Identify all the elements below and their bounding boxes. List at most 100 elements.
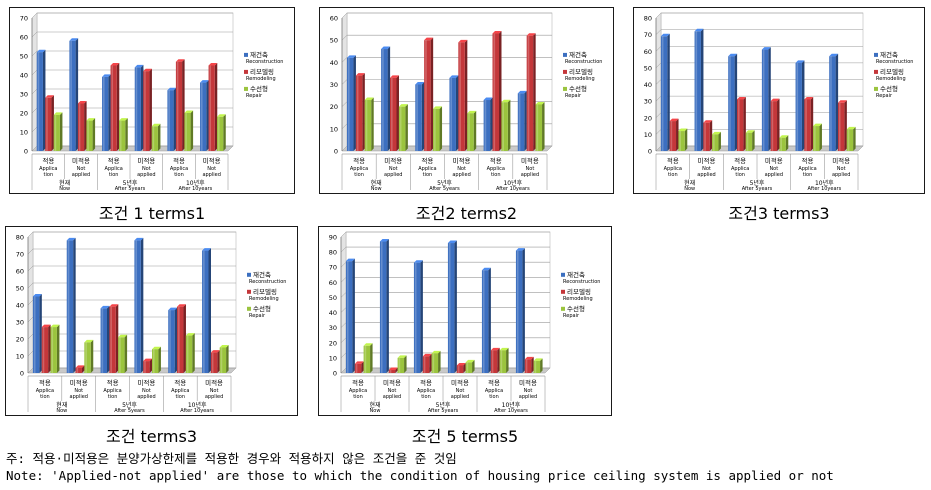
y-tick-label: 50 — [644, 64, 652, 72]
bar-series3-cat2 — [397, 355, 407, 373]
category-label: 미적용 — [698, 156, 716, 165]
legend-label: 리모델링 — [569, 67, 593, 76]
bar-series1-cat5 — [481, 267, 491, 373]
bar-series3-cat2 — [86, 118, 96, 151]
category-sublabel: Applica — [418, 166, 436, 172]
group-sublabel: Now — [56, 408, 67, 414]
category-label: 미적용 — [765, 156, 783, 165]
category-sublabel: Not — [526, 166, 535, 172]
legend-label: 수선형 — [880, 84, 898, 93]
category-sublabel: Applica — [170, 166, 188, 172]
bar-series2-cat5 — [177, 304, 186, 373]
y-tick-label: 10 — [329, 354, 337, 362]
category-sublabel: tion — [735, 172, 745, 178]
category-sublabel: Not — [388, 388, 397, 394]
y-tick-label: 60 — [330, 15, 338, 23]
legend-swatch — [247, 272, 251, 277]
legend-swatch — [247, 306, 251, 311]
bar-series2-cat2 — [390, 75, 399, 151]
category-sublabel: Not — [74, 388, 83, 394]
category-label: 적용 — [39, 379, 51, 387]
bar-series2-cat5 — [492, 31, 502, 152]
bar-series1-cat1 — [346, 55, 356, 151]
bar-series2-cat6 — [524, 356, 534, 373]
bar-series1-cat1 — [32, 294, 42, 373]
category-label: 적용 — [42, 157, 54, 165]
y-tick-label: 0 — [648, 148, 652, 156]
legend-sublabel: Repair — [876, 93, 893, 99]
category-sublabel: applied — [205, 394, 223, 400]
category-sublabel: tion — [174, 172, 184, 178]
bar-series1-cat6 — [200, 80, 209, 151]
bar-series1-cat5 — [168, 307, 178, 373]
bar-series2-cat3 — [422, 353, 432, 373]
legend-label: 리모델링 — [253, 287, 277, 296]
legend-sublabel: Repair — [246, 93, 263, 99]
chart-caption-terms5: 조건 5 terms5 — [411, 427, 519, 446]
y-tick-label: 60 — [16, 268, 24, 276]
bar-series3-cat2 — [398, 104, 408, 151]
chart-caption-terms2: 조건2 terms2 — [415, 204, 518, 223]
bar-series2-cat4 — [143, 358, 153, 373]
note-korean: 주: 적용·미적용은 분양가상한제를 적용한 경우와 적용하지 않은 조건을 준… — [6, 451, 457, 466]
bar-series3-cat3 — [745, 130, 755, 151]
y-tick-label: 80 — [329, 249, 337, 257]
category-label: 적용 — [802, 157, 814, 165]
chart-panel-terms5: 0 10 20 30 40 50 60 70 80 90 적용 Applica tion 미적용 Not ap… — [318, 226, 612, 416]
category-sublabel: tion — [421, 394, 431, 400]
legend-swatch — [874, 52, 878, 57]
legend-sublabel: Remodeling — [876, 76, 906, 82]
legend-swatch — [874, 86, 878, 91]
bar-series1-cat1 — [36, 49, 46, 152]
bar-series1-cat3 — [413, 260, 423, 373]
y-tick-label: 10 — [16, 353, 24, 361]
category-sublabel: Applica — [798, 166, 816, 172]
chart-caption-terms3b: 조건 terms3 — [105, 427, 198, 446]
y-tick-label: 80 — [16, 234, 24, 242]
category-sublabel: tion — [44, 172, 54, 178]
group-sublabel: After 10years — [807, 186, 841, 192]
y-tick-label: 30 — [330, 81, 338, 89]
legend-label: 리모델링 — [567, 287, 591, 296]
bar-series2-cat2 — [388, 367, 398, 373]
legend-label: 재건축 — [253, 270, 271, 279]
category-sublabel: Applica — [171, 388, 189, 394]
bar-series3-cat1 — [363, 343, 373, 373]
bar-series1-cat3 — [100, 305, 110, 373]
category-label: 미적용 — [203, 156, 221, 165]
category-sublabel: Not — [389, 166, 398, 172]
bar-series1-cat2 — [69, 38, 79, 151]
chart-panel-terms3b: 0 10 20 30 40 50 60 70 80 적용 Applica tion 미적용 Not appl… — [5, 226, 298, 416]
bar-series3-cat3 — [431, 350, 441, 373]
y-tick-label: 60 — [20, 34, 28, 42]
bar-series3-cat1 — [678, 128, 688, 151]
note-english: Note: 'Applied-not applied' are those to… — [6, 468, 834, 483]
legend-swatch — [561, 306, 565, 311]
legend-label: 재건축 — [250, 50, 268, 59]
group-label: 현재 — [56, 401, 67, 409]
chart-caption-terms3: 조건3 terms3 — [728, 204, 830, 223]
bar-series2-cat1 — [354, 361, 364, 373]
y-tick-label: 70 — [20, 15, 28, 23]
bar-series1-cat5 — [483, 97, 493, 151]
bar-series2-cat2 — [703, 120, 713, 151]
legend-swatch — [244, 69, 248, 74]
legend-sublabel: Remodeling — [246, 76, 276, 82]
group-label: 10년후 — [815, 179, 834, 187]
group-sublabel: Now — [371, 186, 382, 192]
category-label: 미적용 — [453, 156, 471, 165]
y-tick-label: 40 — [329, 309, 337, 317]
bar-chart-svg: 0102030405060708090적용Application미적용Notap… — [329, 231, 600, 414]
bar-series3-cat4 — [465, 359, 475, 373]
group-sublabel: After 10years — [494, 408, 528, 414]
y-tick-label: 70 — [644, 31, 652, 39]
group-sublabel: After 5years — [115, 186, 146, 192]
group-label: 현재 — [59, 179, 70, 187]
bar-series3-cat1 — [50, 324, 60, 373]
bar-series1-cat4 — [134, 237, 144, 373]
category-label: 미적용 — [70, 378, 88, 387]
bar-series1-cat5 — [795, 60, 805, 152]
bar-series1-cat5 — [167, 87, 177, 151]
category-sublabel: Applica — [487, 166, 505, 172]
category-sublabel: Not — [702, 166, 711, 172]
